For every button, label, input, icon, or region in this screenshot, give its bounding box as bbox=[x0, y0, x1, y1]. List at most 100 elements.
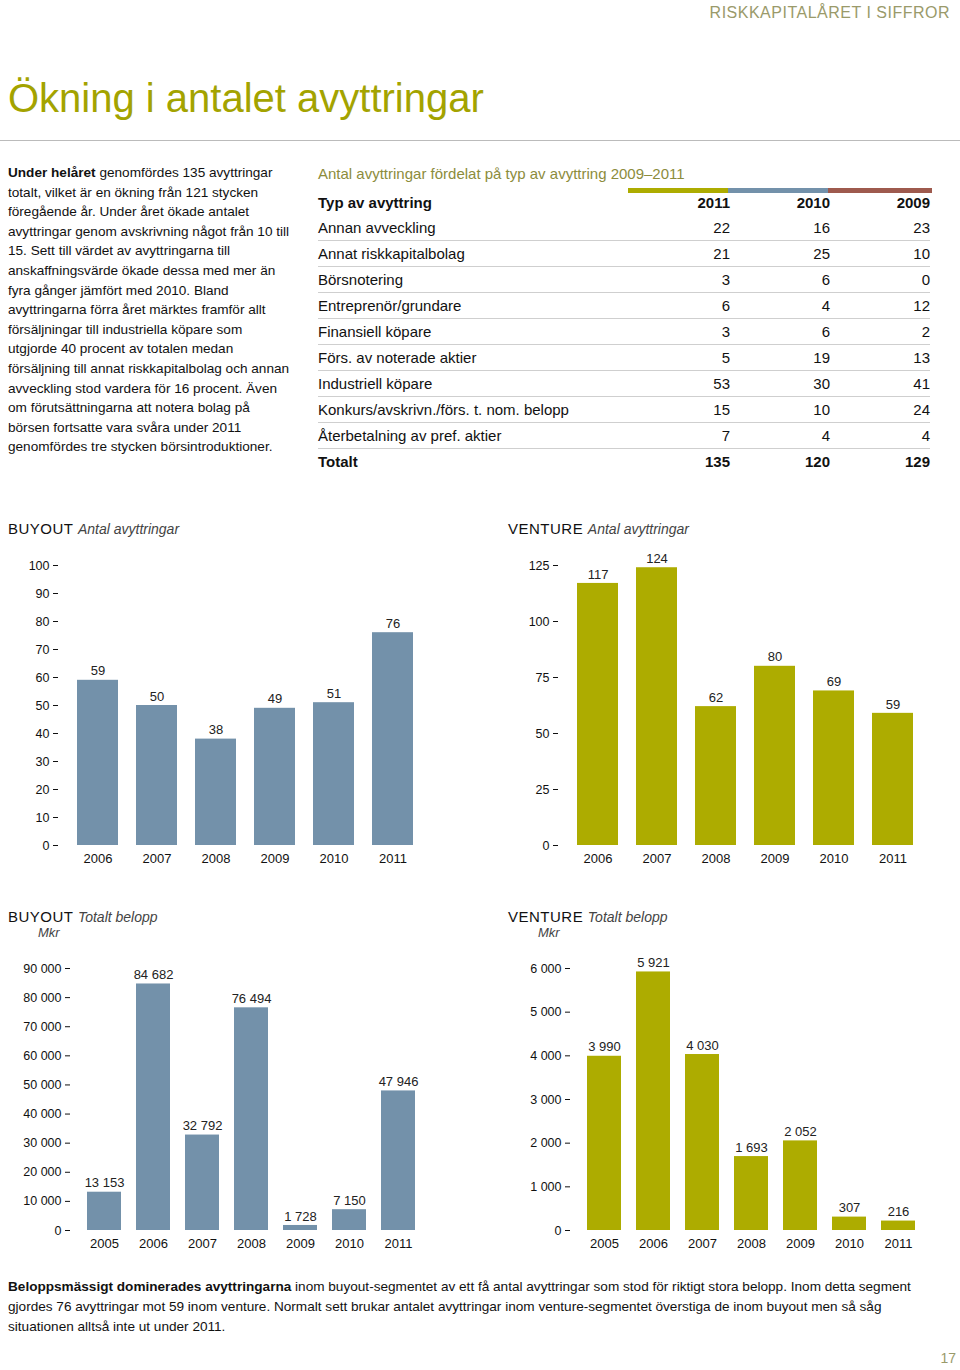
svg-text:0: 0 bbox=[43, 839, 50, 853]
svg-text:69: 69 bbox=[827, 674, 841, 689]
svg-text:0: 0 bbox=[543, 839, 550, 853]
html-text:2010: 2010 bbox=[796, 194, 830, 211]
svg-text:76 494: 76 494 bbox=[232, 991, 272, 1006]
svg-text:2008: 2008 bbox=[202, 851, 231, 866]
svg-text:2007: 2007 bbox=[143, 851, 172, 866]
svg-text:80: 80 bbox=[36, 615, 50, 629]
svg-text:3 000: 3 000 bbox=[530, 1093, 561, 1107]
svg-text:50: 50 bbox=[150, 689, 164, 704]
svg-text:216: 216 bbox=[888, 1204, 910, 1219]
svg-text:2011: 2011 bbox=[885, 1236, 913, 1251]
svg-text:100: 100 bbox=[529, 615, 550, 629]
svg-text:30: 30 bbox=[36, 755, 50, 769]
svg-text:51: 51 bbox=[327, 686, 341, 701]
svg-text:2006: 2006 bbox=[139, 1236, 168, 1251]
svg-text:40: 40 bbox=[36, 727, 50, 741]
svg-text:49: 49 bbox=[268, 691, 282, 706]
svg-text:2007: 2007 bbox=[188, 1236, 217, 1251]
svg-text:90 000: 90 000 bbox=[23, 962, 61, 976]
svg-text:32 792: 32 792 bbox=[183, 1118, 223, 1133]
svg-text:0: 0 bbox=[55, 1224, 62, 1238]
svg-text:2010: 2010 bbox=[335, 1236, 364, 1251]
svg-text:124: 124 bbox=[646, 551, 668, 566]
svg-text:2010: 2010 bbox=[820, 851, 849, 866]
svg-text:4 030: 4 030 bbox=[686, 1038, 719, 1053]
svg-text:2009: 2009 bbox=[786, 1236, 815, 1251]
html-text:23: 23 bbox=[913, 219, 930, 236]
svg-text:76: 76 bbox=[386, 616, 400, 631]
svg-text:2005: 2005 bbox=[590, 1236, 619, 1251]
svg-text:2005: 2005 bbox=[90, 1236, 119, 1251]
svg-text:80 000: 80 000 bbox=[23, 991, 61, 1005]
svg-text:13 153: 13 153 bbox=[85, 1175, 125, 1190]
svg-text:1 693: 1 693 bbox=[735, 1140, 768, 1155]
svg-text:2 000: 2 000 bbox=[530, 1136, 561, 1150]
svg-text:38: 38 bbox=[209, 722, 223, 737]
svg-text:20 000: 20 000 bbox=[23, 1165, 61, 1179]
svg-text:47 946: 47 946 bbox=[379, 1074, 419, 1089]
svg-text:2 052: 2 052 bbox=[784, 1124, 817, 1139]
html-text:Under helåret genomfördes 135: Under helåret genomfördes 135 avyttringa… bbox=[8, 165, 290, 455]
svg-text:2006: 2006 bbox=[84, 851, 113, 866]
svg-text:50: 50 bbox=[536, 727, 550, 741]
svg-text:59: 59 bbox=[91, 663, 105, 678]
html-text:Ökning i antalet avyttringar: Ökning i antalet avyttringar bbox=[8, 76, 484, 120]
svg-text:2007: 2007 bbox=[688, 1236, 717, 1251]
svg-text:25: 25 bbox=[536, 783, 550, 797]
html-text:2011: 2011 bbox=[697, 194, 730, 211]
html-text:Annat riskkapitalbolag: Annat riskkapitalbolag bbox=[318, 245, 465, 262]
svg-text:10: 10 bbox=[36, 811, 50, 825]
svg-text:2009: 2009 bbox=[761, 851, 790, 866]
svg-text:2011: 2011 bbox=[385, 1236, 413, 1251]
svg-text:30 000: 30 000 bbox=[23, 1136, 61, 1150]
svg-text:117: 117 bbox=[588, 567, 609, 582]
html-text:Annan avveckling: Annan avveckling bbox=[318, 219, 436, 236]
svg-text:2007: 2007 bbox=[643, 851, 672, 866]
svg-text:40 000: 40 000 bbox=[23, 1107, 61, 1121]
svg-text:70: 70 bbox=[36, 643, 50, 657]
svg-text:5 921: 5 921 bbox=[637, 955, 670, 970]
svg-text:50: 50 bbox=[36, 699, 50, 713]
svg-text:4 000: 4 000 bbox=[530, 1049, 561, 1063]
svg-text:2010: 2010 bbox=[320, 851, 349, 866]
svg-text:100: 100 bbox=[29, 559, 50, 573]
svg-text:2009: 2009 bbox=[261, 851, 290, 866]
svg-text:2008: 2008 bbox=[737, 1236, 766, 1251]
html-text:RISKKAPITALÅRET I SIFFROR: RISKKAPITALÅRET I SIFFROR bbox=[709, 4, 950, 21]
svg-text:84 682: 84 682 bbox=[134, 967, 174, 982]
html-text:Beloppsmässigt dominerades avy: Beloppsmässigt dominerades avyttringarna… bbox=[8, 1279, 911, 1334]
svg-text:6 000: 6 000 bbox=[530, 962, 561, 976]
svg-text:62: 62 bbox=[709, 690, 723, 705]
svg-text:1 728: 1 728 bbox=[284, 1209, 317, 1224]
html-text:22: 22 bbox=[713, 219, 730, 236]
svg-text:60: 60 bbox=[36, 671, 50, 685]
svg-text:60 000: 60 000 bbox=[23, 1049, 61, 1063]
svg-text:125: 125 bbox=[529, 559, 550, 573]
svg-text:307: 307 bbox=[839, 1200, 861, 1215]
svg-text:7 150: 7 150 bbox=[333, 1193, 366, 1208]
svg-text:20: 20 bbox=[36, 783, 50, 797]
svg-text:80: 80 bbox=[768, 649, 782, 664]
svg-text:50 000: 50 000 bbox=[23, 1078, 61, 1092]
svg-text:90: 90 bbox=[36, 587, 50, 601]
html-text:2009: 2009 bbox=[896, 194, 930, 211]
svg-text:1 000: 1 000 bbox=[530, 1180, 561, 1194]
svg-text:2006: 2006 bbox=[584, 851, 613, 866]
svg-text:59: 59 bbox=[886, 697, 900, 712]
svg-text:2006: 2006 bbox=[639, 1236, 668, 1251]
svg-text:0: 0 bbox=[555, 1224, 562, 1238]
svg-text:2011: 2011 bbox=[379, 851, 407, 866]
svg-text:5 000: 5 000 bbox=[530, 1005, 561, 1019]
svg-text:2010: 2010 bbox=[835, 1236, 864, 1251]
svg-text:3 990: 3 990 bbox=[588, 1039, 621, 1054]
svg-text:2011: 2011 bbox=[879, 851, 907, 866]
html-text:Typ av avyttring: Typ av avyttring bbox=[318, 194, 432, 211]
svg-text:10 000: 10 000 bbox=[23, 1194, 61, 1208]
svg-text:2008: 2008 bbox=[702, 851, 731, 866]
svg-text:70 000: 70 000 bbox=[23, 1020, 61, 1034]
svg-text:75: 75 bbox=[536, 671, 550, 685]
svg-text:2009: 2009 bbox=[286, 1236, 315, 1251]
html-text:Antal avyttringar fördelat på: Antal avyttringar fördelat på typ av avy… bbox=[318, 165, 685, 182]
svg-text:2008: 2008 bbox=[237, 1236, 266, 1251]
html-text:16: 16 bbox=[813, 219, 830, 236]
